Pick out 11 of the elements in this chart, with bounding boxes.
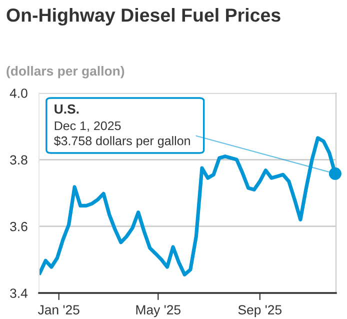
x-tick-label: Sep '25 [238,305,282,318]
chart-subtitle: (dollars per gallon) [6,66,124,78]
y-tick-label: 4.0 [10,88,28,98]
x-tick-label: Jan '25 [38,305,80,314]
text: U.S. [54,104,79,114]
y-tick-label: 3.8 [10,155,28,165]
chart-title: On-Highway Diesel Fuel Prices [6,8,280,26]
y-tick-label: 3.6 [10,222,28,232]
x-tick-label: May '25 [136,305,180,318]
annotation: Dec 1, 2025 $3.758 dollars per gallon [54,121,190,148]
y-tick-label: 3.4 [10,288,28,298]
